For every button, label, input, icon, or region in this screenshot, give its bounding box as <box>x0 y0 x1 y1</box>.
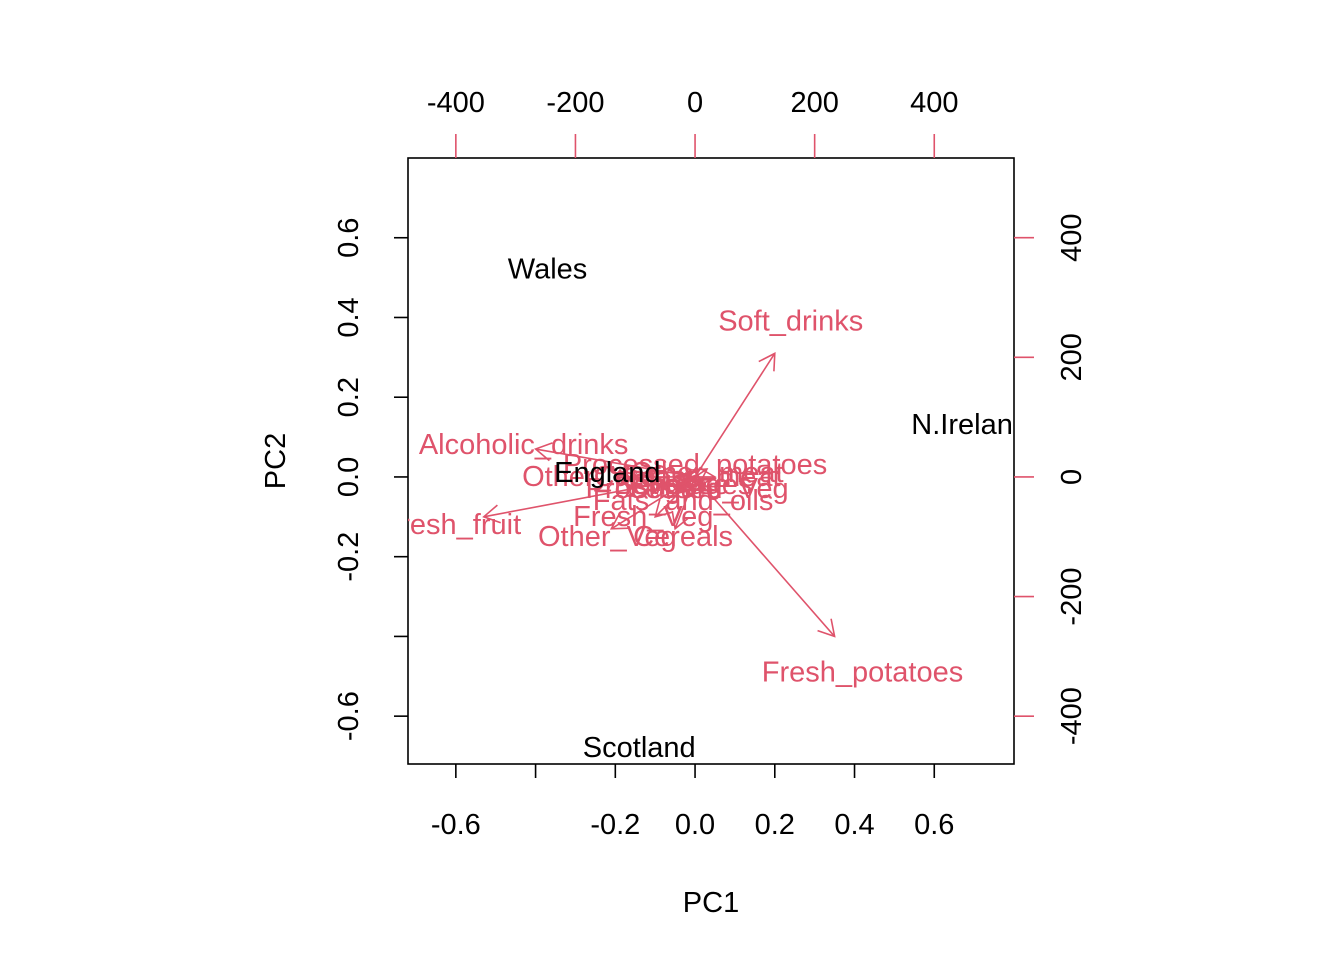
x-tick-label: 0.6 <box>914 809 954 841</box>
right-tick-label: 0 <box>1056 469 1088 485</box>
right-tick-label: 200 <box>1056 333 1088 381</box>
loading-arrow <box>694 352 776 478</box>
x-tick-label: 0.0 <box>675 809 715 841</box>
loading-label: Fish <box>648 465 703 497</box>
top-tick-label: 200 <box>790 87 838 119</box>
y-tick-label: -0.6 <box>333 691 365 741</box>
y-axis-label: PC2 <box>260 433 292 489</box>
arrow-head <box>677 475 697 495</box>
loading-label: Fresh_fruit <box>383 509 522 541</box>
arrow-head <box>681 468 702 486</box>
loading-label: Fresh_Veg <box>573 501 713 533</box>
arrow-head <box>482 504 502 524</box>
country-labels: Wales N.Ireland England Scotland <box>508 254 1029 764</box>
loading-label: Sugars <box>629 473 721 505</box>
country-label: Wales <box>508 254 588 286</box>
loading-label: Carcass_meat <box>594 461 781 493</box>
y-tick-label: 0.2 <box>333 377 365 417</box>
loading-label: Other_Veg <box>538 521 677 553</box>
x-axis-label: PC1 <box>683 887 739 919</box>
bottom-axis: -0.6 -0.2 0.0 0.2 0.4 0.6 <box>431 764 954 841</box>
left-axis: 0.6 0.4 0.2 0.0 -0.2 -0.6 <box>333 218 408 741</box>
loading-labels: Soft_drinks Fresh_potatoes Alcoholic_drink… <box>383 305 964 688</box>
x-tick-label: 0.4 <box>834 809 874 841</box>
loading-label: Fats_and_oils <box>593 485 774 517</box>
loading-label: Other_meat <box>630 457 783 489</box>
top-tick-label: -200 <box>546 87 604 119</box>
y-tick-label: 0.6 <box>333 218 365 258</box>
x-tick-label: 0.2 <box>755 809 795 841</box>
loading-arrow <box>694 476 836 637</box>
country-label: England <box>554 457 660 489</box>
top-tick-label: -400 <box>427 87 485 119</box>
plot-frame <box>407 157 1015 765</box>
loading-label: Cheese <box>629 469 729 501</box>
right-tick-label: 400 <box>1056 214 1088 262</box>
x-tick-label: -0.6 <box>431 809 481 841</box>
arrow-head <box>685 465 706 483</box>
arrow-head <box>609 512 630 530</box>
loading-label: Beverages <box>614 469 753 501</box>
arrow-head <box>758 352 776 372</box>
loading-label: Fresh_potatoes <box>762 656 964 688</box>
loading-arrow <box>535 448 696 478</box>
arrow-head <box>534 442 553 462</box>
y-tick-label: 0.0 <box>333 457 365 497</box>
y-tick-label: 0.4 <box>333 297 365 337</box>
arrow-head <box>654 499 673 518</box>
loading-label: Cereals <box>633 521 733 553</box>
top-axis: -400 -200 0 200 400 <box>427 87 958 158</box>
loading-arrows <box>482 352 836 638</box>
loading-label: Processed_potatoes <box>563 449 827 481</box>
arrow-head <box>613 467 632 487</box>
arrow-head <box>671 510 690 531</box>
loading-arrow <box>678 476 696 494</box>
top-tick-label: 400 <box>910 87 958 119</box>
top-tick-label: 0 <box>687 87 703 119</box>
loading-label: Alcoholic_drinks <box>419 429 629 461</box>
country-label: Scotland <box>583 732 696 764</box>
right-axis: 400 200 0 -200 -400 <box>1014 214 1088 745</box>
loading-label: Soft_drinks <box>718 305 863 337</box>
country-label: N.Ireland <box>911 409 1029 441</box>
arrow-head <box>817 618 836 638</box>
loading-arrow <box>483 476 696 518</box>
y-tick-label: -0.2 <box>333 532 365 582</box>
right-tick-label: -200 <box>1056 568 1088 626</box>
loading-label: Processed_Veg <box>586 473 789 505</box>
loading-label: Other_Veg <box>522 461 661 493</box>
x-tick-label: -0.2 <box>590 809 640 841</box>
arrow-head <box>698 467 717 487</box>
right-tick-label: -400 <box>1056 687 1088 745</box>
